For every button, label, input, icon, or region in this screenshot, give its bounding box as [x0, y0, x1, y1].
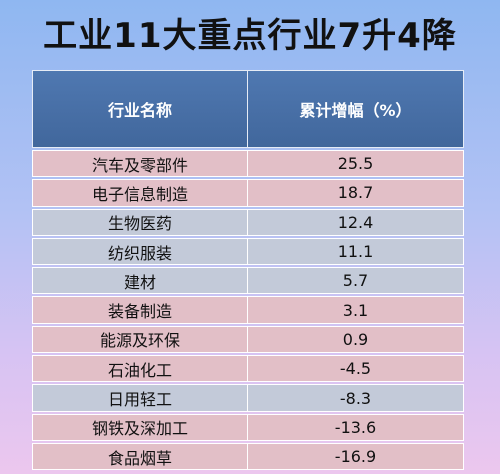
growth-value-cell: 0.9: [342, 329, 369, 349]
industry-name-cell: 日用轻工: [33, 385, 248, 411]
industry-name-cell: 装备制造: [33, 297, 248, 323]
industry-name-cell: 建材: [33, 268, 248, 294]
industry-name-cell: 汽车及零部件: [33, 151, 248, 177]
industry-name-cell: 石油化工: [33, 356, 248, 382]
table-row: 建材 5.7: [32, 267, 464, 295]
table-row: 日用轻工 -8.3: [32, 384, 464, 412]
growth-value-cell: -13.6: [334, 417, 377, 437]
page-title: 工业11大重点行业7升4降: [43, 16, 457, 56]
industry-name-cell: 生物医药: [33, 209, 248, 235]
table-row: 纺织服装 11.1: [32, 237, 464, 266]
growth-value-cell: 12.4: [337, 212, 374, 232]
table-header: 行业名称 累计增幅（%）: [32, 70, 464, 148]
industry-table: 行业名称 累计增幅（%） 汽车及零部件 25.5 电子信息制造 18.7 生物医药 12.…: [32, 70, 464, 471]
table-row: 石油化工 -4.5: [32, 355, 464, 383]
header-cumulative-growth: 累计增幅（%）: [299, 101, 412, 120]
growth-value-cell: -4.5: [339, 359, 372, 379]
table-row: 汽车及零部件 25.5: [32, 150, 464, 178]
table-row: 能源及环保 0.9: [32, 325, 464, 354]
header-industry-name: 行业名称: [33, 71, 248, 147]
industry-name-cell: 能源及环保: [33, 326, 248, 353]
table-row: 钢铁及深加工 -13.6: [32, 413, 464, 441]
growth-value-cell: 3.1: [342, 300, 369, 320]
table-row: 生物医药 12.4: [32, 208, 464, 236]
growth-value-cell: -16.9: [334, 447, 377, 467]
table-row: 电子信息制造 18.7: [32, 179, 464, 207]
table-body: 汽车及零部件 25.5 电子信息制造 18.7 生物医药 12.4 纺织服装 11.1 建材 5.…: [32, 150, 464, 471]
industry-name-cell: 钢铁及深加工: [33, 414, 248, 440]
industry-name-cell: 纺织服装: [33, 238, 248, 265]
growth-value-cell: 5.7: [342, 271, 369, 291]
industry-name-cell: 食品烟草: [33, 443, 248, 470]
growth-value-cell: -8.3: [339, 388, 372, 408]
table-row: 食品烟草 -16.9: [32, 442, 464, 471]
growth-value-cell: 11.1: [337, 242, 374, 262]
industry-name-cell: 电子信息制造: [33, 180, 248, 206]
growth-value-cell: 25.5: [337, 154, 374, 174]
table-row: 装备制造 3.1: [32, 296, 464, 324]
growth-value-cell: 18.7: [337, 183, 374, 203]
